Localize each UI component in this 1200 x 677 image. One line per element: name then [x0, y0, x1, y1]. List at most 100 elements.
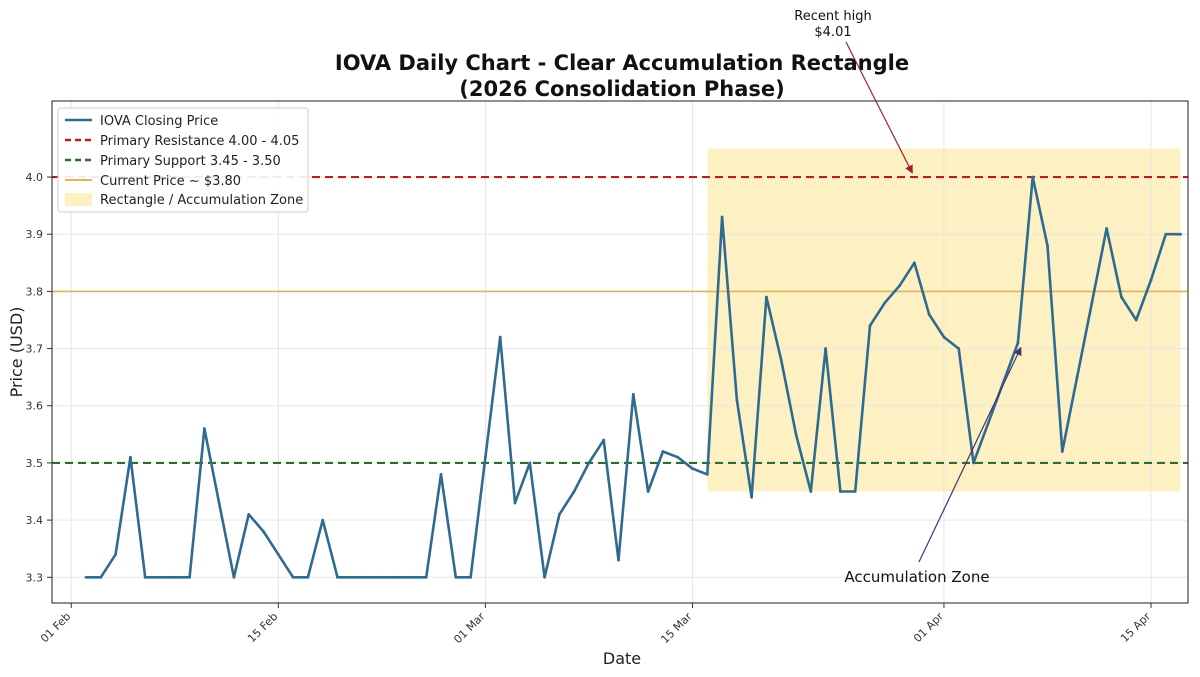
data-point-49	[809, 490, 813, 493]
data-point-57	[927, 312, 931, 316]
x-axis-label: Date	[603, 649, 641, 668]
data-point-1	[99, 575, 103, 579]
data-point-0	[84, 575, 88, 579]
x-tick-label-2: 01 Mar	[451, 610, 488, 647]
data-point-19	[365, 575, 369, 579]
legend-label-zone: Rectangle / Accumulation Zone	[100, 193, 303, 208]
data-point-7	[188, 575, 191, 579]
data-point-68	[1090, 301, 1094, 305]
data-point-66	[1060, 450, 1064, 453]
annotation-recent-high-line2: $4.01	[814, 25, 851, 40]
data-point-56	[912, 261, 916, 265]
data-point-45	[750, 495, 754, 499]
data-point-26	[469, 575, 473, 579]
data-point-64	[1031, 175, 1035, 179]
data-point-13	[276, 553, 280, 556]
data-point-5	[158, 575, 162, 579]
y-tick-label-2: 3.5	[26, 457, 44, 470]
data-point-63	[1016, 341, 1020, 345]
data-point-42	[705, 472, 709, 476]
annotation-accumulation-zone-arrow	[918, 346, 1022, 563]
data-point-15	[306, 575, 310, 579]
data-point-44	[735, 398, 739, 402]
data-point-67	[1075, 375, 1079, 379]
x-tick-label-0: 01 Feb	[38, 610, 73, 645]
data-point-12	[262, 530, 265, 533]
data-point-54	[883, 301, 887, 305]
data-point-55	[898, 284, 901, 288]
data-point-74	[1179, 232, 1183, 236]
data-point-34	[587, 461, 591, 465]
data-point-51	[838, 490, 842, 493]
data-point-21	[395, 575, 399, 579]
y-tick-label-0: 3.3	[26, 571, 44, 584]
data-point-47	[779, 358, 783, 362]
annotation-recent-high-arrow	[845, 41, 913, 174]
data-point-10	[232, 575, 236, 579]
data-point-39	[661, 450, 665, 453]
annotation-recent-high-line1: Recent high	[794, 9, 871, 24]
data-point-11	[247, 512, 251, 516]
data-point-16	[321, 518, 325, 522]
x-tick-label-1: 15 Feb	[245, 610, 280, 645]
data-point-53	[868, 324, 872, 328]
y-tick-label-3: 3.6	[26, 400, 44, 413]
y-axis-label: Price (USD)	[7, 307, 26, 398]
legend-label-closing-price: IOVA Closing Price	[100, 114, 218, 129]
data-point-70	[1120, 295, 1123, 299]
data-point-32	[557, 512, 561, 516]
data-point-6	[173, 575, 177, 579]
data-point-73	[1164, 232, 1168, 236]
annotation-accumulation-zone: Accumulation Zone	[844, 346, 1022, 586]
data-point-38	[646, 490, 650, 493]
data-point-50	[824, 347, 828, 350]
chart-legend: IOVA Closing Price Primary Resistance 4.…	[57, 107, 309, 213]
data-point-14	[291, 575, 295, 579]
data-point-60	[972, 461, 975, 465]
data-point-20	[380, 575, 384, 579]
y-tick-label-5: 3.8	[26, 285, 44, 298]
legend-label-current-price: Current Price ~ $3.80	[100, 174, 241, 189]
annotation-accumulation-zone-label: Accumulation Zone	[844, 568, 989, 586]
y-tick-label-4: 3.7	[26, 343, 44, 356]
data-point-41	[691, 467, 694, 471]
data-point-3	[128, 455, 132, 459]
data-point-8	[202, 427, 206, 431]
data-point-72	[1149, 278, 1153, 282]
data-point-2	[114, 553, 118, 556]
data-point-58	[942, 335, 946, 339]
x-tick-label-5: 15 Apr	[1118, 610, 1153, 645]
data-point-31	[543, 575, 546, 579]
data-point-65	[1046, 244, 1049, 248]
data-point-4	[143, 575, 147, 579]
data-point-35	[602, 438, 606, 442]
chart-title: IOVA Daily Chart - Clear Accumulation Re…	[335, 51, 909, 75]
y-tick-label-1: 3.4	[26, 514, 44, 527]
data-point-61	[986, 421, 990, 425]
data-point-37	[631, 392, 635, 396]
data-point-36	[617, 558, 620, 562]
data-point-23	[424, 575, 428, 579]
plot-area-border	[51, 100, 1189, 604]
annotation-recent-high: Recent high $4.01	[794, 9, 913, 174]
data-point-18	[350, 575, 354, 579]
data-point-22	[410, 575, 413, 579]
data-point-71	[1134, 318, 1138, 322]
data-point-25	[454, 575, 458, 579]
data-point-27	[483, 455, 487, 459]
data-point-28	[498, 335, 502, 339]
data-point-69	[1105, 227, 1109, 230]
data-point-33	[572, 490, 576, 493]
x-tick-label-4: 01 Apr	[911, 610, 946, 645]
data-point-29	[513, 501, 517, 505]
data-point-43	[720, 215, 724, 219]
y-tick-label-7: 4.0	[26, 171, 44, 184]
data-point-52	[853, 490, 857, 493]
legend-label-resistance: Primary Resistance 4.00 - 4.05	[100, 134, 299, 149]
data-point-24	[439, 472, 443, 476]
data-point-17	[336, 575, 339, 579]
legend-swatch-zone	[65, 193, 92, 206]
y-tick-label-6: 3.9	[26, 228, 44, 241]
